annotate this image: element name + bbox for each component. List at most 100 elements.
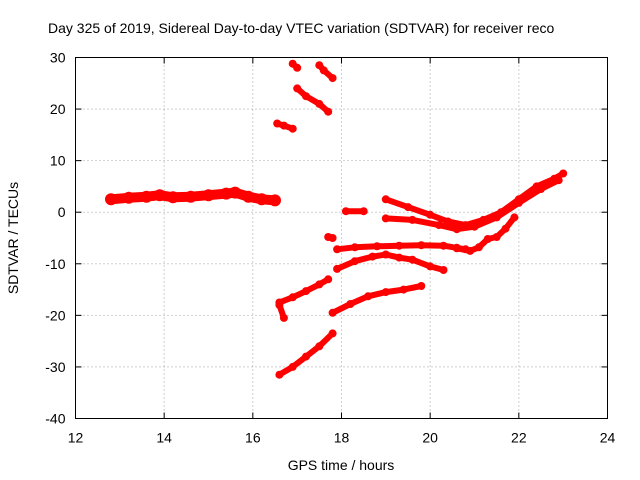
data-point: [408, 215, 417, 224]
data-point: [470, 222, 479, 231]
data-point: [510, 213, 519, 222]
data-point: [105, 193, 117, 206]
data-point: [315, 61, 324, 70]
data-point: [288, 124, 297, 133]
data-point: [373, 242, 381, 251]
data-point: [452, 225, 461, 234]
data-point: [315, 342, 324, 351]
data-point: [501, 224, 510, 233]
data-point: [350, 257, 359, 266]
data-point: [492, 213, 501, 222]
data-point: [140, 190, 153, 203]
y-tick-label: 20: [50, 101, 66, 117]
x-tick-labels: 12 14 16 18 20 22 24: [68, 430, 616, 446]
series-arc-4: [294, 85, 332, 115]
data-point: [220, 187, 233, 200]
data-point: [492, 233, 501, 241]
x-tick-label: 18: [334, 430, 350, 446]
data-point: [452, 244, 461, 253]
data-point: [368, 252, 377, 261]
data-point: [364, 292, 373, 301]
y-tick-label: 0: [58, 204, 66, 220]
data-point: [328, 234, 337, 242]
data-point: [439, 241, 448, 250]
y-tick-label: 30: [50, 50, 66, 66]
series-arc-13: [329, 283, 425, 316]
data-point: [350, 243, 359, 252]
data-point: [474, 243, 483, 252]
data-point: [408, 255, 417, 264]
x-axis-label: GPS time / hours: [288, 457, 395, 473]
data-point: [288, 293, 297, 302]
data-point: [275, 370, 284, 379]
data-point: [359, 207, 368, 216]
data-point: [153, 189, 166, 202]
data-point: [333, 245, 342, 254]
data-point: [435, 221, 443, 230]
y-tick-label: -10: [45, 256, 65, 272]
data-point: [273, 119, 282, 128]
data-point: [242, 190, 255, 203]
data-point: [302, 92, 310, 101]
data-point: [537, 185, 545, 193]
data-point: [483, 235, 492, 243]
data-point: [381, 214, 390, 223]
data-point: [302, 352, 310, 361]
data-point: [122, 191, 135, 204]
data-point: [324, 107, 333, 116]
y-tick-label: -20: [45, 307, 65, 323]
data-point: [404, 203, 412, 212]
data-point: [315, 99, 324, 108]
data-point: [279, 313, 288, 322]
data-point: [324, 275, 333, 284]
data-point: [279, 121, 288, 130]
data-point: [302, 287, 310, 296]
grid-layer: [75, 57, 608, 419]
data-point: [293, 84, 302, 93]
data-point: [255, 193, 268, 206]
data-point: [426, 210, 435, 219]
y-tick-label: 10: [50, 153, 66, 169]
data-point: [275, 298, 284, 307]
data-point: [319, 66, 328, 75]
data-point: [443, 217, 452, 226]
data-point: [381, 195, 390, 204]
data-point: [381, 250, 390, 259]
x-tick-label: 12: [68, 430, 84, 446]
data-point: [399, 285, 408, 294]
data-point: [514, 198, 523, 207]
data-point: [426, 262, 435, 271]
data-point: [328, 329, 337, 338]
data-point: [167, 191, 179, 204]
data-point: [346, 300, 355, 308]
data-point: [466, 246, 475, 255]
series-layer: [105, 59, 568, 379]
data-point: [554, 176, 563, 185]
data-point: [288, 362, 297, 371]
data-point: [184, 190, 197, 203]
data-point: [395, 253, 404, 262]
data-point: [293, 63, 302, 72]
y-axis-label: SDTVAR / TECUs: [5, 182, 21, 294]
y-tick-label: -40: [45, 411, 65, 427]
data-point: [417, 282, 426, 290]
data-point: [333, 264, 342, 273]
data-point: [315, 280, 324, 289]
data-point: [202, 189, 215, 202]
data-point: [269, 194, 281, 207]
x-tick-label: 14: [156, 430, 172, 446]
data-point: [395, 241, 404, 250]
x-tick-label: 24: [600, 430, 616, 446]
y-tick-labels: -40 -30 -20 -10 0 10 20 30: [45, 50, 65, 427]
chart-title: Day 325 of 2019, Sidereal Day-to-day VTE…: [48, 20, 554, 36]
tick-layer: [75, 57, 608, 419]
x-tick-label: 20: [422, 430, 438, 446]
x-tick-label: 16: [245, 430, 261, 446]
y-tick-label: -30: [45, 359, 65, 375]
data-point: [328, 74, 337, 83]
data-point: [417, 241, 426, 250]
data-point: [381, 288, 390, 297]
data-point: [341, 207, 350, 216]
